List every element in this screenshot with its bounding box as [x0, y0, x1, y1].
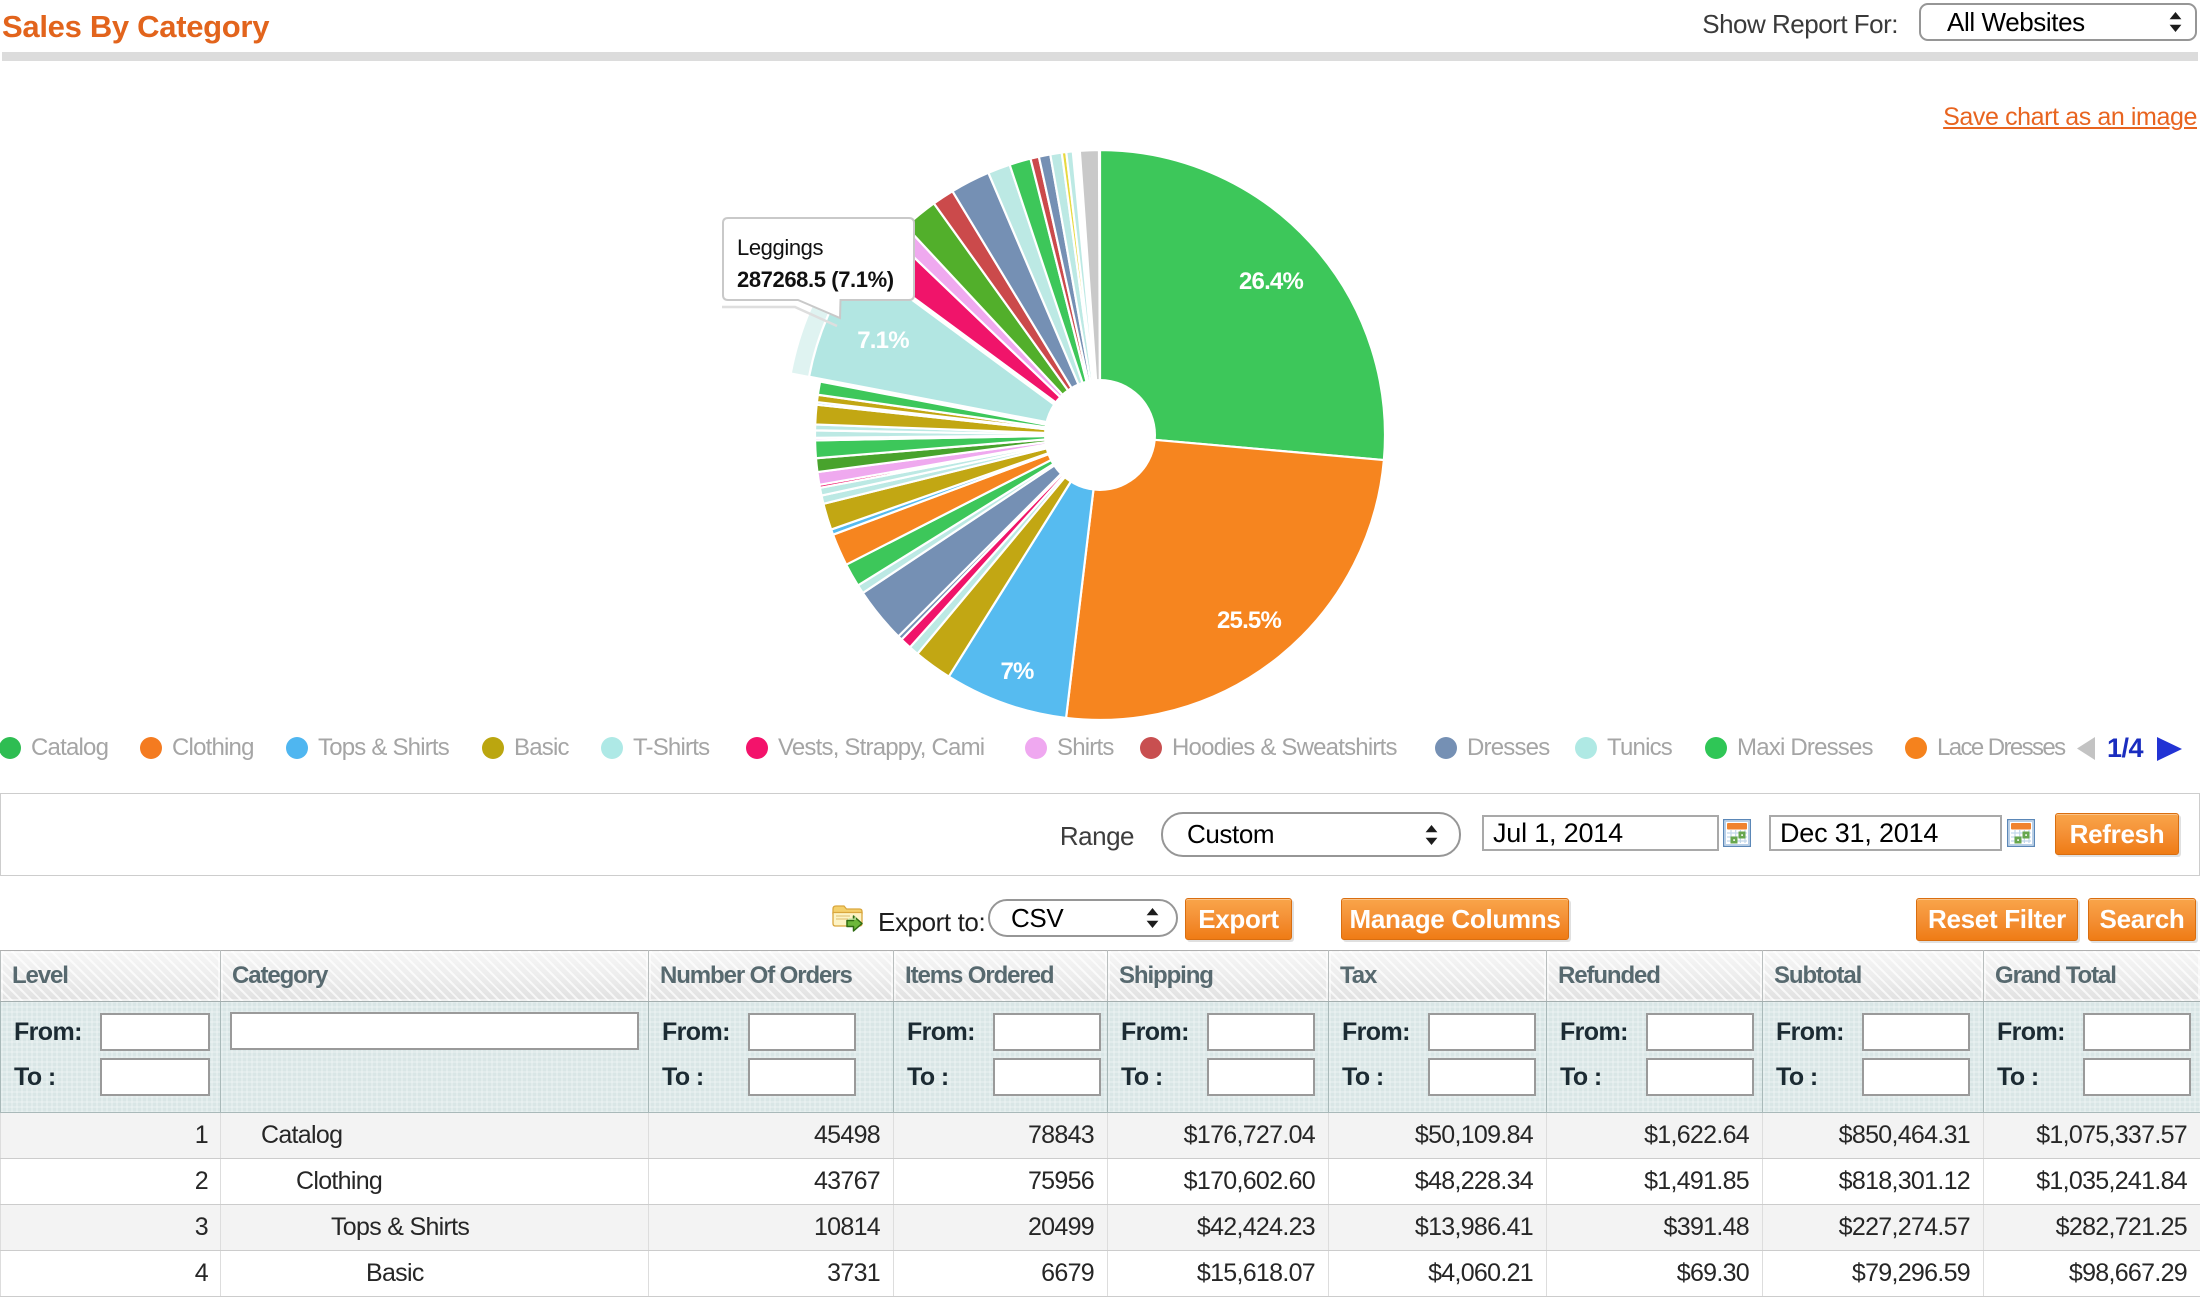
svg-text:25.5%: 25.5% — [1217, 607, 1282, 634]
svg-text:7%: 7% — [1000, 658, 1034, 685]
svg-text:26.4%: 26.4% — [1239, 268, 1304, 295]
svg-text:Leggings: Leggings — [737, 235, 823, 260]
svg-text:7.1%: 7.1% — [857, 327, 909, 354]
svg-text:287268.5 (7.1%): 287268.5 (7.1%) — [737, 267, 894, 292]
